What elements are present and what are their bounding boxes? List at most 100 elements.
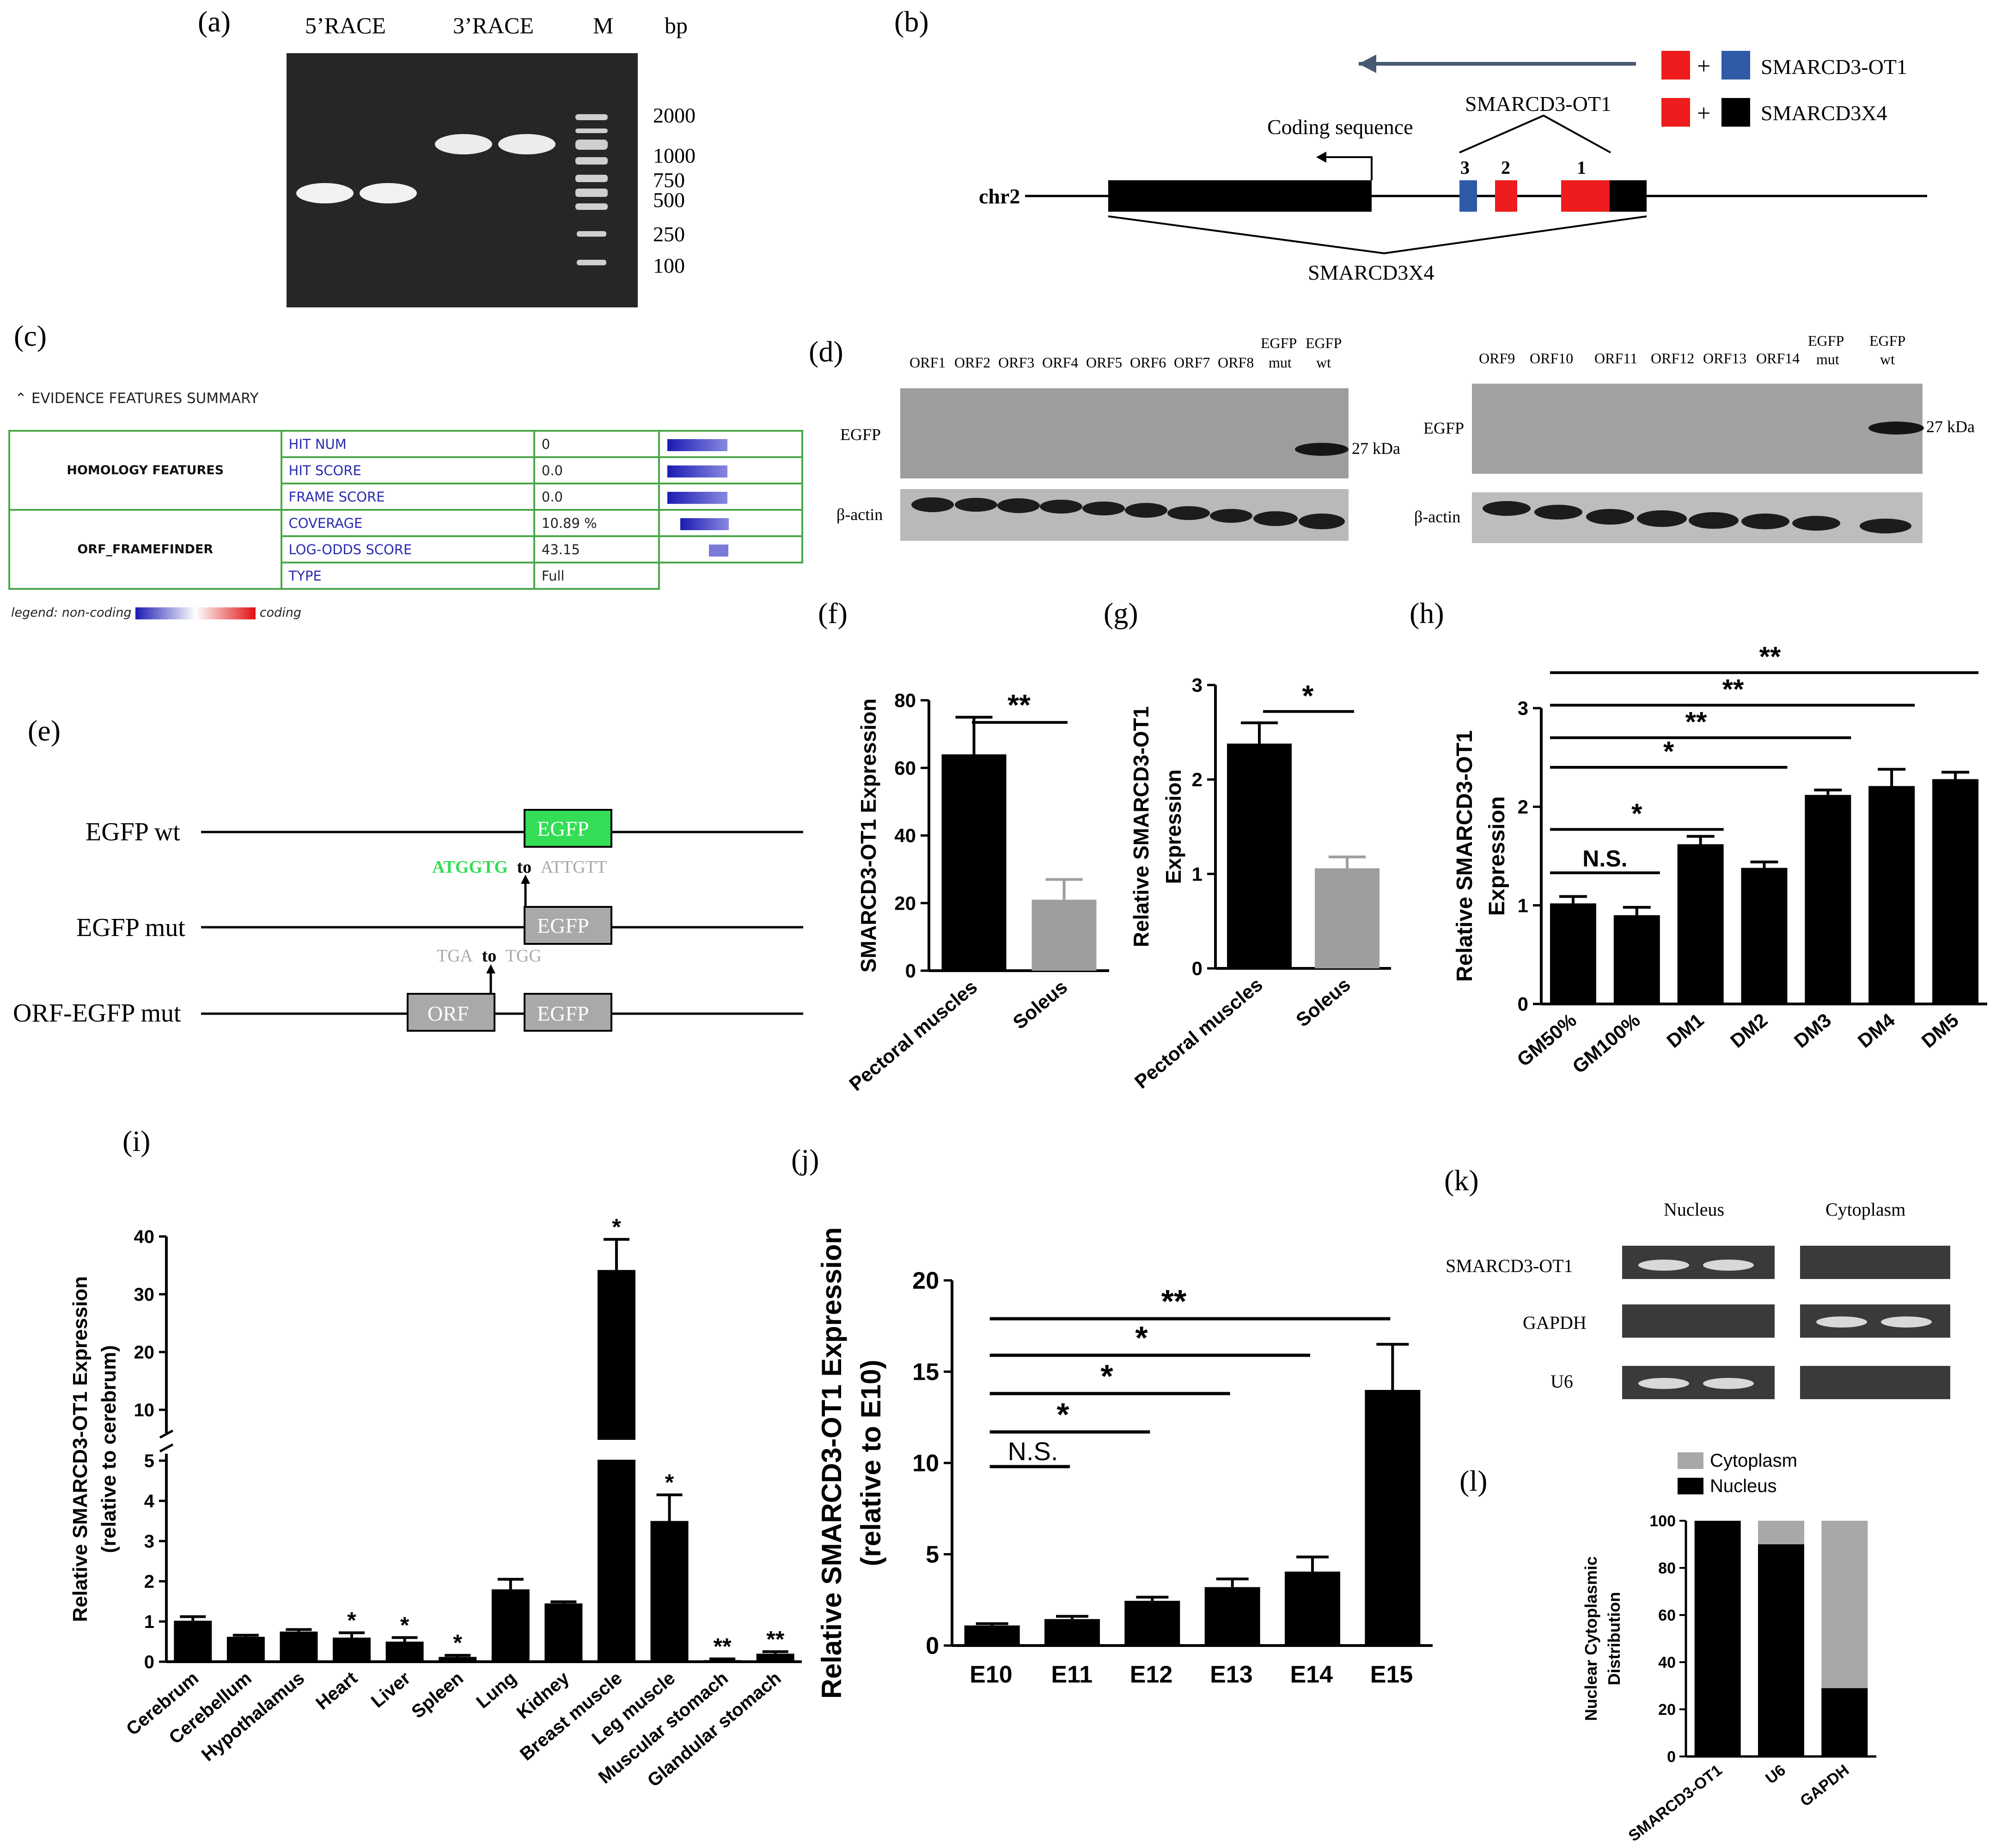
y-tick-label: 4 [144,1491,155,1511]
value-frame-score: 0.0 [533,483,660,511]
group-homology: HOMOLOGY FEATURES [8,430,282,511]
bar-nucleus [1758,1544,1804,1756]
significance-marker: * [1302,679,1314,712]
significance-marker: ** [1685,706,1707,737]
bar-cytoplasm [1758,1521,1804,1544]
row-label-u6: U6 [1550,1371,1573,1392]
bar [544,1603,583,1662]
lane-egfp-wt-r1: EGFP [1869,332,1905,349]
x-tick-label: E15 [1370,1661,1413,1688]
x-tick-label: DM4 [1854,1009,1899,1052]
y-tick-label: 60 [894,757,916,779]
table-row: FRAME SCORE 0.0 [9,483,804,511]
lane-egfp-mut-l2: mut [1269,354,1292,371]
y-tick-label: 2 [1518,796,1528,818]
key-hit-score[interactable]: HIT SCORE [280,456,535,484]
panel-label-k: (k) [1444,1164,1479,1197]
legend-red-1 [1661,51,1690,80]
panel-label-c: (c) [14,319,47,352]
significance-marker: * [1631,798,1642,829]
axis-break-mark [159,1429,174,1439]
ladder-2000: 2000 [653,104,696,127]
significance-marker: * [665,1469,674,1495]
significance-marker: ** [766,1626,784,1652]
y-tick-label: 0 [144,1652,154,1672]
y-tick-label: 1 [1518,894,1528,916]
key-type[interactable]: TYPE [280,562,535,590]
y-axis-label: Expression [1485,796,1509,916]
bar [1315,868,1379,968]
bar [280,1631,318,1662]
y-axis-label: (relative to cerebrum) [98,1345,120,1553]
ladder-100: 100 [653,254,685,277]
y-tick-label: 10 [912,1450,939,1477]
y-axis-label: Relative SMARCD3-OT1 Expression [69,1276,92,1622]
bar [1227,743,1292,968]
x-tick-label: Lung [472,1668,520,1713]
significance-marker: ** [1722,674,1744,705]
y-tick-label: 0 [1667,1748,1676,1766]
panel-label-g: (g) [1104,597,1138,630]
unit-label-bp: bp [665,12,688,38]
key-log-odds[interactable]: LOG-ODDS SCORE [280,535,535,563]
y-tick-label: 5 [144,1451,154,1471]
y-axis-label: Relative SMARCD3-OT1 [1129,706,1153,947]
bar-upper [597,1270,635,1440]
y-tick-label: 0 [926,1633,939,1659]
significance-marker: * [453,1630,462,1656]
legend-label-cytoplasm: Cytoplasm [1710,1450,1797,1471]
panel-b-gene-structure: + SMARCD3-OT1 + SMARCD3X4 chr2 3 2 1 Cod… [979,51,1927,284]
legend-swatch-nucleus [1678,1478,1703,1494]
y-tick-label: 0 [1192,958,1202,979]
table-row: HIT SCORE 0.0 [9,456,804,484]
exon-3 [1459,180,1477,212]
row-label-actin-left: β-actin [836,505,883,524]
panel-label-l: (l) [1459,1464,1487,1497]
significance-marker: ** [1759,641,1781,672]
significance-marker: * [1056,1396,1069,1432]
key-frame-score[interactable]: FRAME SCORE [280,483,535,511]
exon-2 [1495,180,1517,212]
ot1-bracket-label: SMARCD3-OT1 [1465,92,1611,116]
mut2-to-word: to [482,946,497,966]
egfp-band-right [1868,422,1924,434]
key-hit-num[interactable]: HIT NUM [280,430,535,458]
legend-noncoding: legend: non-coding [11,606,132,620]
value-log-odds: 43.15 [533,535,660,563]
lane-label-3race: 3’RACE [453,12,534,38]
bar-nucleus [1821,1688,1868,1756]
x-tick-label: Pectoral muscles [1130,973,1267,1093]
x-tick-label: E12 [1130,1661,1173,1688]
egfp-box-orf-label: EGFP [537,1002,589,1025]
egfp-band-left [1295,443,1349,456]
x-tick-label: DM2 [1726,1009,1771,1052]
chromosome-label: chr2 [979,184,1020,208]
construct-egfp-wt: EGFP wt [85,818,180,846]
egfp-box-orf [524,993,612,1032]
x-tick-label: GM100% [1568,1009,1644,1078]
bar [385,1641,424,1662]
bar [1044,1619,1100,1646]
legend-black [1721,98,1750,127]
value-hit-num: 0 [533,430,660,458]
panel-label-i: (i) [122,1125,150,1157]
x-tick-label: GAPDH [1797,1761,1852,1810]
key-coverage[interactable]: COVERAGE [280,509,535,537]
row-label-egfp-left: EGFP [840,425,881,444]
ladder-750: 750 [653,168,685,192]
exon-number-3: 3 [1460,157,1470,178]
y-tick-label: 1 [1192,863,1202,885]
score-bar [680,518,729,530]
bar [1741,868,1788,1004]
y-tick-label: 3 [1518,698,1528,719]
legend-label-ot1: SMARCD3-OT1 [1761,55,1907,79]
bar [1868,786,1915,1004]
table-row: ORF_FRAMEFINDER COVERAGE 10.89 % [8,509,804,590]
ladder-lane [575,114,608,265]
x-tick-label: SMARCD3-OT1 [1625,1761,1726,1845]
bar [1124,1601,1180,1646]
x-tick-label: E13 [1210,1661,1253,1688]
band-3race-2 [498,134,555,154]
bar [1204,1587,1260,1646]
